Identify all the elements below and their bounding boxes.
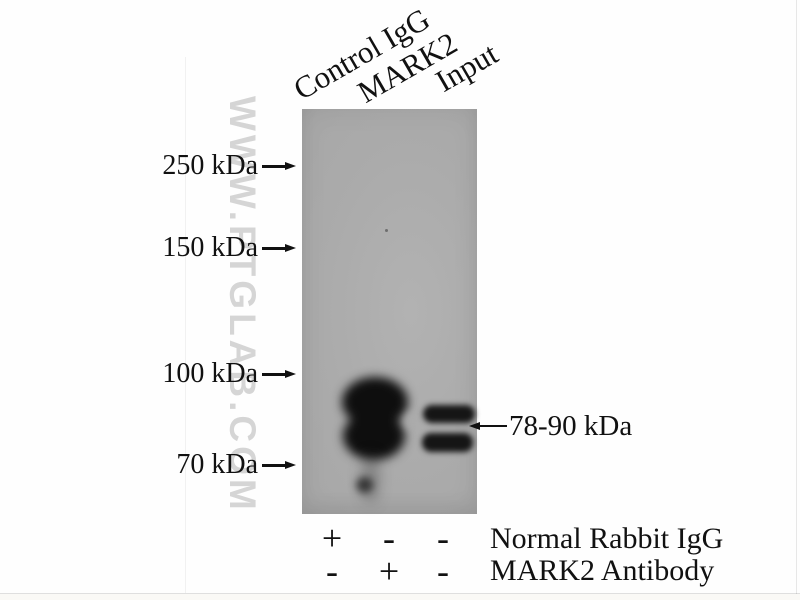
membrane-speck <box>385 229 388 232</box>
mw-label-100: 100 kDa <box>162 358 258 389</box>
mw-marker-250: 250 kDa <box>140 151 298 181</box>
treatment-sign-row2-lane3: - <box>437 551 449 591</box>
scan-edge-strip <box>0 594 800 600</box>
treatment-sign-row1-lane3: - <box>437 518 449 558</box>
input-band-lower <box>422 433 473 452</box>
treatment-sign-row1-lane1: + <box>321 518 343 558</box>
right-arrow-icon <box>262 464 286 467</box>
treatment-sign-row2-lane1: - <box>326 551 338 591</box>
mw-marker-100: 100 kDa <box>140 359 298 389</box>
band-size-annotation: 78-90 kDa <box>479 409 632 443</box>
band-size-label: 78-90 kDa <box>509 410 633 442</box>
mw-marker-150: 150 kDa <box>140 233 298 263</box>
mw-label-70: 70 kDa <box>176 449 258 480</box>
treatment-sign-row2-lane2: + <box>378 551 400 591</box>
input-band-upper <box>423 405 475 423</box>
left-arrow-icon <box>479 424 507 428</box>
band-blob-notch <box>405 412 421 430</box>
scan-edge-line-right <box>796 0 797 594</box>
scan-edge-line-bottom <box>0 593 800 594</box>
mw-label-250: 250 kDa <box>162 150 258 181</box>
mw-label-150: 150 kDa <box>162 232 258 263</box>
right-arrow-icon <box>262 247 286 250</box>
treatment-label-normal-rabbit-igg: Normal Rabbit IgG <box>490 522 724 555</box>
right-arrow-icon <box>262 165 286 168</box>
ip-band-mark2-strong <box>302 109 477 514</box>
mw-marker-70: 70 kDa <box>140 450 298 480</box>
scan-edge-line-left <box>185 57 186 593</box>
band-blob-lower <box>343 412 405 460</box>
ptglab-watermark: WWW.PTGLAB.COM <box>222 96 263 514</box>
blot-membrane <box>302 109 477 514</box>
treatment-sign-row1-lane2: - <box>383 518 395 558</box>
treatment-label-mark2-antibody: MARK2 Antibody <box>490 554 715 587</box>
right-arrow-icon <box>262 373 286 376</box>
band-minor-spot <box>356 477 373 493</box>
